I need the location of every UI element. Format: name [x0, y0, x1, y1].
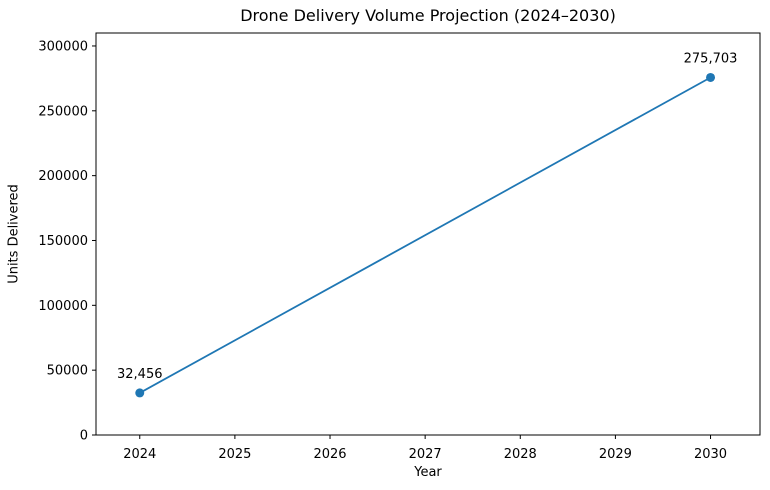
x-tick-label: 2026: [313, 447, 346, 462]
y-tick-label: 200000: [38, 169, 88, 184]
x-tick-label: 2030: [694, 447, 727, 462]
x-tick-label: 2029: [599, 447, 632, 462]
chart-title: Drone Delivery Volume Projection (2024–2…: [240, 6, 616, 25]
y-tick-label: 150000: [38, 234, 88, 249]
data-point-marker: [706, 72, 716, 82]
x-axis-label: Year: [414, 465, 442, 480]
x-tick-label: 2024: [123, 447, 156, 462]
data-point-marker: [135, 388, 145, 398]
data-point-label: 32,456: [117, 367, 163, 382]
y-tick-label: 50000: [47, 364, 88, 379]
y-tick-label: 100000: [38, 299, 88, 314]
y-tick-label: 250000: [38, 104, 88, 119]
y-tick-label: 0: [80, 429, 88, 444]
data-point-label: 275,703: [684, 51, 738, 66]
x-tick-label: 2025: [218, 447, 251, 462]
plot-area: [95, 32, 761, 436]
y-tick-label: 300000: [38, 39, 88, 54]
x-tick-label: 2027: [409, 447, 442, 462]
x-tick-label: 2028: [504, 447, 537, 462]
series-line: [139, 76, 711, 394]
